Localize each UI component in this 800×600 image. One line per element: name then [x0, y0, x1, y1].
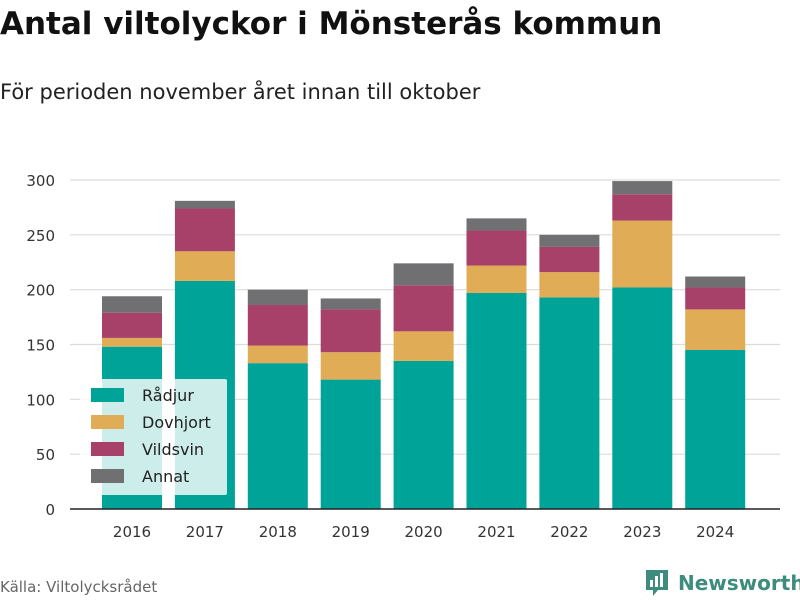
legend-label: Rådjur	[142, 386, 194, 405]
x-tick-label: 2018	[259, 523, 297, 541]
x-tick-label: 2024	[696, 523, 734, 541]
bar-annat-2023	[612, 181, 673, 195]
y-tick-label: 150	[26, 337, 55, 355]
bar-annat-2020	[393, 263, 454, 286]
bar-annat-2016	[102, 296, 162, 313]
bar-dovhjort-2016	[102, 337, 162, 347]
bar-rådjur-2021	[466, 292, 527, 509]
bar-vildsvin-2024	[685, 287, 746, 310]
bar-rådjur-2024	[685, 349, 746, 509]
y-tick-label: 100	[26, 391, 55, 409]
bar-rådjur-2018	[247, 363, 308, 509]
x-tick-label: 2023	[623, 523, 661, 541]
bar-vildsvin-2022	[539, 246, 600, 273]
legend-box	[80, 379, 227, 495]
x-tick-label: 2019	[332, 523, 370, 541]
bar-dovhjort-2022	[539, 272, 600, 298]
bar-annat-2019	[320, 298, 381, 310]
bar-rådjur-2019	[320, 379, 381, 509]
chart-title: Antal viltolyckor i Mönsterås kommun	[0, 6, 663, 42]
legend-swatch-dovhjort	[91, 415, 124, 429]
legend-swatch-annat	[91, 469, 124, 483]
chart-subtitle: För perioden november året innan till ok…	[0, 80, 481, 104]
bar-vildsvin-2018	[247, 305, 308, 346]
bar-dovhjort-2024	[685, 309, 746, 350]
x-tick-label: 2022	[550, 523, 588, 541]
bar-annat-2018	[247, 289, 308, 306]
axes: 0 50 100 150 200 250 300 2016 2017 2018 2019 2020 20…	[26, 172, 780, 541]
bar-dovhjort-2021	[466, 265, 527, 293]
bar-annat-2017	[174, 200, 235, 209]
bar-dovhjort-2019	[320, 352, 381, 380]
x-tick-label: 2017	[186, 523, 224, 541]
legend: Rådjur Dovhjort Vildsvin Annat	[80, 379, 227, 495]
bar-chart-logo-icon	[646, 570, 668, 596]
brand-name: Newsworthy	[678, 571, 800, 595]
x-tick-label: 2016	[113, 523, 151, 541]
y-tick-label: 0	[45, 501, 55, 519]
bar-vildsvin-2023	[612, 194, 673, 221]
bar-dovhjort-2017	[174, 251, 235, 281]
legend-swatch-rådjur	[91, 388, 124, 402]
legend-label: Vildsvin	[142, 440, 204, 459]
brand-logo: Newsworthy	[644, 568, 800, 598]
bar-rådjur-2020	[393, 360, 454, 509]
bar-annat-2024	[685, 276, 746, 288]
bar-vildsvin-2021	[466, 230, 527, 266]
bar-dovhjort-2018	[247, 345, 308, 364]
bar-vildsvin-2017	[174, 208, 235, 252]
bar-vildsvin-2019	[320, 309, 381, 353]
x-tick-label: 2021	[477, 523, 515, 541]
bar-rådjur-2023	[612, 287, 673, 509]
bar-dovhjort-2023	[612, 220, 673, 288]
bar-dovhjort-2020	[393, 331, 454, 361]
y-tick-label: 250	[26, 227, 55, 245]
legend-label: Annat	[142, 467, 189, 486]
legend-label: Dovhjort	[142, 413, 211, 432]
source-note: Källa: Viltolycksrådet	[0, 578, 158, 596]
y-tick-label: 50	[36, 446, 55, 464]
legend-swatch-vildsvin	[91, 442, 124, 456]
bar-vildsvin-2016	[102, 312, 162, 338]
bar-vildsvin-2020	[393, 285, 454, 332]
y-tick-label: 300	[26, 172, 55, 190]
x-tick-label: 2020	[405, 523, 443, 541]
bar-annat-2021	[466, 218, 527, 231]
y-tick-label: 200	[26, 282, 55, 300]
bar-rådjur-2022	[539, 297, 600, 509]
bar-annat-2022	[539, 234, 600, 247]
